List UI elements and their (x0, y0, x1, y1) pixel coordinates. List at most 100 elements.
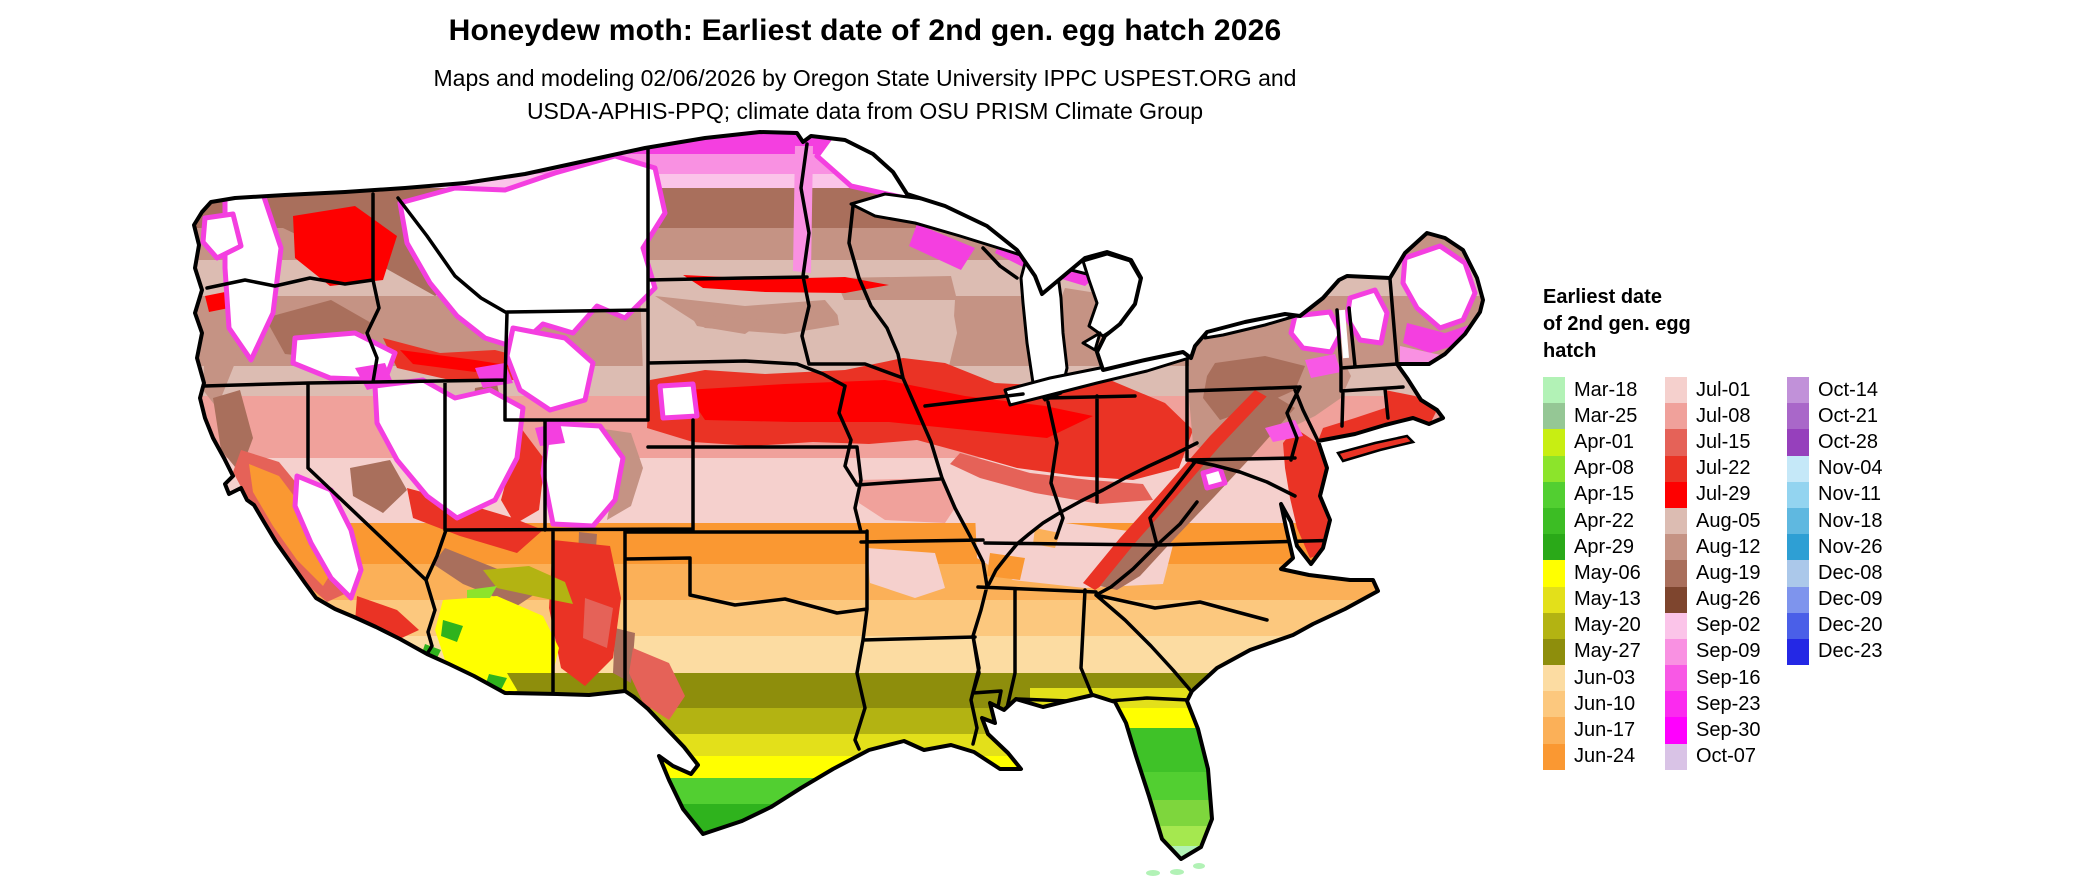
legend-entry: Jul-08 (1665, 403, 1787, 430)
legend-label: Nov-11 (1818, 483, 1881, 506)
legend-label: Jul-01 (1696, 378, 1751, 401)
legend-entry: Apr-15 (1543, 481, 1665, 508)
legend-label: Apr-15 (1574, 483, 1635, 506)
legend-label: Sep-09 (1696, 640, 1761, 663)
legend-swatch (1543, 481, 1565, 508)
legend-entry: Mar-25 (1543, 403, 1665, 430)
legend-label: Sep-02 (1696, 614, 1761, 637)
header: Honeydew moth: Earliest date of 2nd gen.… (0, 14, 1730, 128)
long-island (1336, 434, 1416, 463)
legend-entry: Sep-30 (1665, 717, 1787, 744)
legend-label: Jul-22 (1696, 457, 1751, 480)
legend-label: Dec-23 (1818, 640, 1883, 663)
legend-swatch (1787, 638, 1809, 666)
legend-entry: Jun-10 (1543, 691, 1665, 718)
legend-swatch (1787, 534, 1809, 561)
legend-entry: Sep-09 (1665, 638, 1787, 666)
legend-label: Sep-16 (1696, 666, 1761, 689)
legend-label: Nov-18 (1818, 509, 1883, 532)
legend-label: Sep-23 (1696, 692, 1761, 715)
legend-entry: Jun-03 (1543, 665, 1665, 692)
legend-title: Earliest date of 2nd gen. egg hatch (1543, 284, 1993, 365)
legend-label: Oct-14 (1818, 378, 1879, 401)
legend-entry: Aug-05 (1665, 507, 1787, 535)
legend-entry: May-20 (1543, 612, 1665, 639)
legend-swatch (1665, 481, 1687, 508)
legend-swatch (1665, 691, 1687, 718)
legend-label: Oct-07 (1696, 745, 1757, 768)
legend-swatch (1543, 560, 1565, 587)
legend-entry: Oct-07 (1665, 743, 1787, 770)
us-map-container (145, 128, 1535, 892)
legend-entry: Apr-08 (1543, 455, 1665, 482)
legend-swatch (1665, 665, 1687, 692)
legend-swatch (1665, 612, 1687, 639)
legend-entry: Jul-22 (1665, 455, 1787, 482)
legend-label: Sep-30 (1696, 719, 1761, 742)
legend-swatch (1543, 612, 1565, 639)
legend-swatch (1787, 481, 1809, 508)
legend-label: May-13 (1574, 588, 1641, 611)
legend-swatch (1787, 403, 1809, 430)
legend-entry: Nov-11 (1787, 481, 1909, 508)
legend-entry: May-13 (1543, 586, 1665, 613)
subtitle-line-2: USDA-APHIS-PPQ; climate data from OSU PR… (526, 98, 1204, 124)
legend-entry: Jul-29 (1665, 481, 1787, 508)
legend-swatch (1543, 507, 1565, 535)
state-boundaries (202, 138, 1405, 751)
legend-label: Dec-09 (1818, 588, 1883, 611)
legend-label: Jul-15 (1696, 430, 1751, 453)
legend-label: May-27 (1574, 640, 1641, 663)
legend-label: Dec-20 (1818, 614, 1883, 637)
legend-label: Aug-12 (1696, 535, 1761, 558)
legend-label: Jun-03 (1574, 666, 1636, 689)
legend-swatch (1543, 429, 1565, 456)
legend-swatch (1665, 743, 1687, 770)
legend-swatch (1543, 377, 1565, 404)
legend-label: Jun-24 (1574, 745, 1636, 768)
legend-label: Nov-26 (1818, 535, 1883, 558)
legend-column: Jul-01 Jul-08 Jul-15 Jul-22 Jul-29 Aug-05 Aug-… (1665, 377, 1787, 770)
legend-entry: Oct-14 (1787, 377, 1909, 404)
legend-label: Aug-05 (1696, 509, 1761, 532)
legend-entry: Oct-28 (1787, 429, 1909, 456)
legend-swatch (1665, 429, 1687, 456)
legend-label: May-06 (1574, 561, 1641, 584)
legend-label: Jun-17 (1574, 719, 1636, 742)
legend-swatch (1665, 638, 1687, 666)
legend-label: Jun-10 (1574, 692, 1636, 715)
legend-entry: Jun-24 (1543, 743, 1665, 770)
legend-entry: Dec-20 (1787, 612, 1909, 639)
florida-keys (1146, 863, 1205, 876)
legend-label: May-20 (1574, 614, 1641, 637)
legend-entry: Nov-26 (1787, 534, 1909, 561)
legend-swatch (1543, 638, 1565, 666)
conus-outline (192, 130, 1485, 861)
legend-label: Dec-08 (1818, 561, 1883, 584)
legend-swatch (1787, 507, 1809, 535)
legend-swatch (1543, 717, 1565, 744)
legend-label: Mar-25 (1574, 404, 1638, 427)
legend-swatch (1787, 612, 1809, 639)
legend-entry: Nov-04 (1787, 455, 1909, 482)
legend-entry: May-06 (1543, 560, 1665, 587)
legend-label: Apr-01 (1574, 430, 1635, 453)
legend-columns: Mar-18 Mar-25 Apr-01 Apr-08 Apr-15 Apr-22 Apr-… (1543, 377, 1993, 770)
legend-swatch (1787, 586, 1809, 613)
legend-swatch (1665, 377, 1687, 404)
legend-label: Mar-18 (1574, 378, 1638, 401)
legend-label: Aug-26 (1696, 588, 1761, 611)
legend-entry: Oct-21 (1787, 403, 1909, 430)
legend-swatch (1787, 429, 1809, 456)
legend-entry: Sep-16 (1665, 665, 1787, 692)
legend-title-line: hatch (1543, 340, 1597, 362)
legend-swatch (1543, 455, 1565, 482)
legend-entry: Sep-23 (1665, 691, 1787, 718)
legend-swatch (1787, 377, 1809, 404)
legend: Earliest date of 2nd gen. egg hatch Mar-… (1543, 284, 1993, 770)
legend-swatch (1543, 403, 1565, 430)
legend-label: Apr-08 (1574, 457, 1635, 480)
legend-entry: Dec-09 (1787, 586, 1909, 613)
legend-label: Oct-21 (1818, 404, 1879, 427)
